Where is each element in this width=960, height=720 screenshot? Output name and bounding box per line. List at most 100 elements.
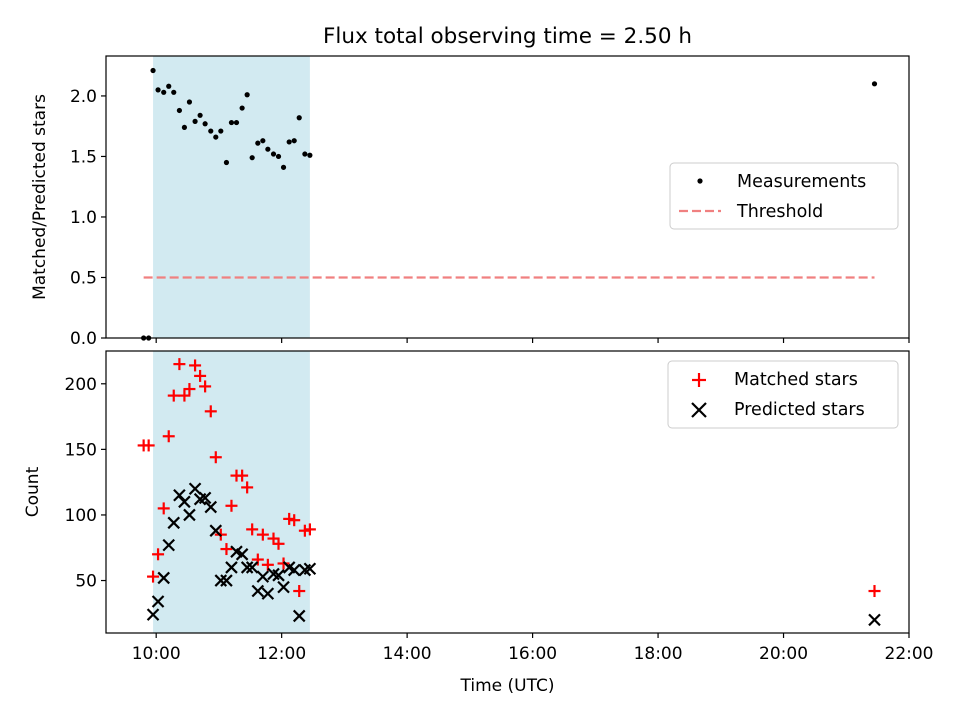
- measurement-point: [218, 128, 224, 134]
- x-tick-label: 10:00: [132, 644, 181, 664]
- x-tick-label: 16:00: [508, 644, 557, 664]
- predicted-star-point: [235, 548, 249, 561]
- top-axes-frame: [105, 55, 910, 339]
- predicted-star-point: [178, 495, 191, 509]
- predicted-star-d2: [261, 587, 275, 600]
- measurement-point: [239, 105, 245, 111]
- bottom-legend-box: [667, 360, 899, 429]
- predicted-star-point: [183, 508, 196, 522]
- predicted-star-d2: [225, 561, 238, 574]
- measurement-point: [208, 128, 214, 134]
- matched-star-point: [183, 383, 196, 396]
- matched-star-point: [236, 469, 249, 482]
- predicted-star-d2: [146, 608, 160, 621]
- predicted-star-d2: [282, 561, 296, 574]
- measurement-point: [296, 115, 302, 121]
- predicted-star-d2: [178, 495, 191, 509]
- matched-star-point: [220, 543, 233, 556]
- predicted-star-point: [251, 584, 265, 598]
- predicted-star-d2: [245, 561, 259, 574]
- measurement-point: [197, 112, 203, 118]
- predicted-star-d2: [287, 563, 301, 577]
- x-tick-label: 20:00: [759, 644, 808, 664]
- bottom-y-tick-label: 150: [65, 440, 97, 460]
- bottom-y-tick-label: 100: [65, 506, 97, 526]
- top-legend-box: [669, 162, 899, 230]
- matched-star-point: [288, 514, 301, 527]
- measurement-point: [255, 140, 261, 146]
- legend-measurements-marker: [697, 178, 703, 184]
- measurement-point: [155, 87, 161, 93]
- predicted-star-point: [287, 563, 301, 577]
- bottom-y-axis-label: Count: [23, 466, 43, 517]
- predicted-star-point: [245, 561, 259, 574]
- measurement-point: [260, 138, 266, 144]
- predicted-star-d2: [162, 538, 176, 552]
- predicted-star-d2: [272, 569, 285, 582]
- bottom-axes-frame: [105, 350, 910, 634]
- predicted-star-d2: [256, 570, 270, 583]
- predicted-star-point: [214, 574, 228, 587]
- x-tick-label: 12:00: [257, 644, 306, 664]
- x-axis-label: Time (UTC): [460, 676, 555, 696]
- top-y-tick-label: 1.0: [70, 208, 97, 228]
- measurement-point: [171, 89, 177, 95]
- top-y-axis-label: Matched/Predicted stars: [30, 94, 50, 300]
- measurement-point: [275, 153, 282, 160]
- measurement-point: [307, 152, 313, 158]
- matched-star-point: [251, 553, 264, 566]
- matched-star-point: [189, 359, 202, 372]
- predicted-star-point: [303, 562, 317, 576]
- measurement-point: [186, 99, 193, 105]
- matched-star-point: [194, 369, 207, 382]
- measurement-point: [249, 155, 255, 161]
- measurement-point: [192, 118, 198, 124]
- predicted-star-point: [256, 570, 270, 583]
- predicted-star-d2: [235, 548, 249, 561]
- predicted-star-point: [151, 595, 165, 608]
- measurement-point: [270, 151, 277, 157]
- measurement-point: [176, 107, 182, 114]
- predicted-star-d2: [157, 571, 170, 585]
- measurement-point: [161, 89, 167, 95]
- predicted-star-d2: [173, 489, 186, 502]
- predicted-star-d2: [868, 613, 881, 627]
- predicted-star-point: [292, 609, 306, 623]
- predicted-star-point: [277, 580, 290, 594]
- predicted-star-d2: [251, 584, 265, 598]
- measurement-point: [233, 119, 240, 126]
- measurement-point: [166, 83, 172, 89]
- predicted-star-d2: [209, 524, 223, 537]
- predicted-star-point: [240, 561, 254, 574]
- predicted-star-point: [162, 538, 176, 552]
- matched-star-point: [256, 528, 269, 541]
- measurement-point: [213, 134, 219, 140]
- measurement-point: [302, 151, 308, 157]
- matched-star-point: [152, 548, 165, 561]
- matched-star-point: [277, 557, 290, 570]
- measurement-point: [244, 92, 250, 98]
- predicted-star-d2: [220, 574, 233, 587]
- predicted-star-d2: [214, 574, 228, 587]
- top-y-tick-label: 1.5: [70, 147, 97, 167]
- matched-star-point: [303, 523, 316, 536]
- predicted-star-d2: [151, 595, 165, 608]
- predicted-star-d2: [240, 561, 254, 574]
- predicted-star-d2: [277, 580, 290, 594]
- predicted-star-d2: [188, 482, 202, 495]
- predicted-star-d2: [303, 562, 317, 576]
- predicted-star-point: [220, 574, 233, 587]
- measurement-point: [291, 138, 297, 144]
- predicted-star-d2: [267, 567, 280, 581]
- x-tick-label: 18:00: [634, 644, 683, 664]
- chart-title: Flux total observing time = 2.50 h: [323, 24, 692, 49]
- predicted-star-d2: [198, 491, 212, 505]
- matched-star-point: [272, 537, 285, 550]
- measurement-point: [181, 124, 188, 131]
- measurement-point: [265, 146, 271, 152]
- matched-star-point: [199, 380, 212, 393]
- predicted-star-point: [167, 516, 181, 530]
- measurement-point: [223, 159, 230, 166]
- bottom-panel: 50 100 150 200 10:00 12:00 14:00 16:00 18:00 20:…: [23, 350, 934, 696]
